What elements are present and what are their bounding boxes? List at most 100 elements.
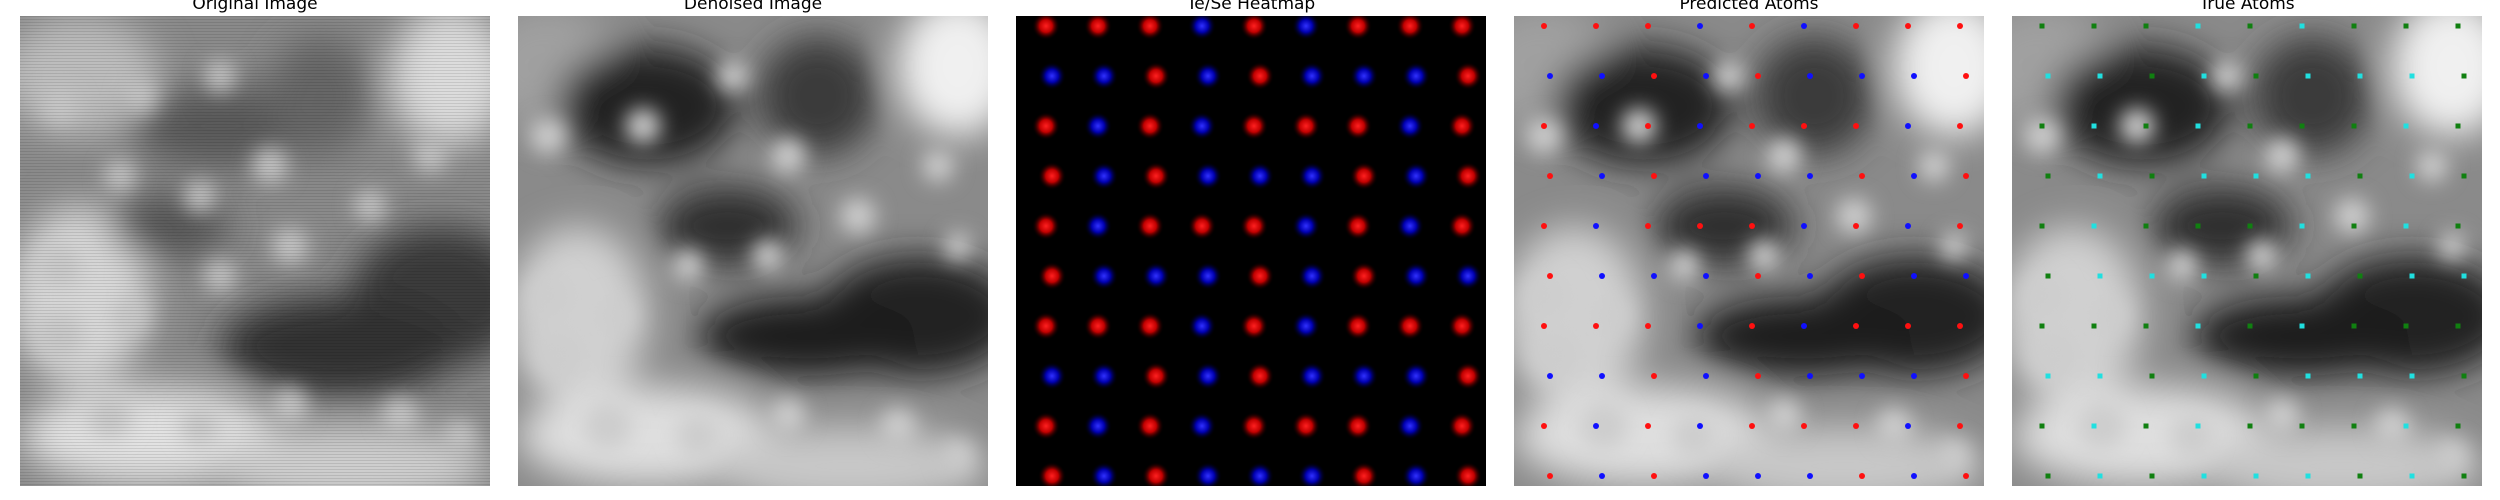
predicted-atom-red [1853,123,1859,129]
heatmap-se-spot [1194,262,1222,290]
heatmap-se-spot [1194,162,1222,190]
heatmap-se-spot [1142,262,1170,290]
true-atom-cyan [2253,173,2259,179]
true-atom-green [2455,23,2461,29]
predicted-atom-blue [1703,73,1709,79]
heatmap-se-spot [1396,112,1424,140]
heatmap-te-spot [1038,162,1066,190]
true-atom-cyan [2357,73,2363,79]
predicted-atom-red [1853,423,1859,429]
panel-title-predicted: Predicted Atoms [1679,0,1819,14]
heatmap-te-spot [1240,312,1268,340]
predicted-atom-blue [1547,373,1553,379]
predicted-atom-red [1541,323,1547,329]
predicted-atom-red [1541,23,1547,29]
true-atom-green [2039,323,2045,329]
predicted-atom-red [1541,123,1547,129]
true-atom-green [2351,23,2357,29]
predicted-atom-red [1749,23,1755,29]
predicted-atom-red [1651,173,1657,179]
true-atom-green [2247,123,2253,129]
true-atom-cyan [2195,123,2201,129]
heatmap-te-spot [1454,462,1482,486]
heatmap-panel [1016,16,1486,486]
predicted-atom-blue [1599,73,1605,79]
original-image-panel [20,16,490,486]
predicted-atom-blue [1807,373,1813,379]
true-atom-green [2247,323,2253,329]
true-atom-green [2455,423,2461,429]
predicted-atom-blue [1547,73,1553,79]
predicted-atom-blue [1755,473,1761,479]
heatmap-te-spot [1344,412,1372,440]
predicted-atom-blue [1963,273,1969,279]
heatmap-te-spot [1448,312,1476,340]
heatmap-se-spot [1292,16,1320,40]
predicted-atom-red [1755,73,1761,79]
true-atom-green [2143,323,2149,329]
true-atom-green [2039,223,2045,229]
heatmap-se-spot [1084,412,1112,440]
predicted-atom-blue [1807,473,1813,479]
predicted-atom-blue [1859,73,1865,79]
predicted-atom-red [1801,423,1807,429]
heatmap-se-spot [1402,262,1430,290]
heatmap-te-spot [1038,262,1066,290]
heatmap-te-spot [1240,212,1268,240]
true-atom-cyan [2403,123,2409,129]
predicted-atoms-image [1514,16,1984,486]
true-atom-green [2149,173,2155,179]
true-atom-cyan [2201,373,2207,379]
true-atom-green [2351,223,2357,229]
heatmap-te-spot [1454,62,1482,90]
predicted-atom-red [1541,223,1547,229]
true-atoms-panel [2012,16,2482,486]
heatmap-te-spot [1350,262,1378,290]
heatmap-te-spot [1032,212,1060,240]
heatmap-te-spot [1032,112,1060,140]
predicted-atom-blue [1697,323,1703,329]
predicted-atom-red [1957,423,1963,429]
heatmap-se-spot [1246,162,1274,190]
heatmap-se-spot [1350,362,1378,390]
predicted-atom-blue [1905,423,1911,429]
heatmap-se-spot [1090,362,1118,390]
original-image [20,16,490,486]
predicted-atom-red [1749,323,1755,329]
predicted-atom-blue [1911,273,1917,279]
predicted-atom-blue [1905,123,1911,129]
panel-title-true: True Atoms [2199,0,2295,14]
true-atom-cyan [2091,223,2097,229]
predicted-atom-red [1547,273,1553,279]
heatmap-se-spot [1402,162,1430,190]
predicted-atom-red [1697,223,1703,229]
heatmap-te-spot [1350,462,1378,486]
predicted-atom-red [1963,173,1969,179]
predicted-atom-red [1957,123,1963,129]
true-atom-green [2143,23,2149,29]
true-atom-cyan [2201,73,2207,79]
predicted-atom-red [1645,23,1651,29]
true-atom-cyan [2045,373,2051,379]
heatmap-te-spot [1136,312,1164,340]
true-atoms-image [2012,16,2482,486]
predicted-atom-blue [1697,123,1703,129]
heatmap-se-spot [1292,312,1320,340]
true-atom-cyan [2403,223,2409,229]
heatmap-se-spot [1090,162,1118,190]
predicted-atom-blue [1801,223,1807,229]
true-atom-green [2299,423,2305,429]
panel-title-heatmap: Te/Se Heatmap [1186,0,1316,14]
true-atom-green [2351,423,2357,429]
heatmap-se-spot [1298,62,1326,90]
panel-title-original: Original Image [192,0,318,14]
heatmap-te-spot [1032,312,1060,340]
predicted-atom-blue [1599,173,1605,179]
true-atom-cyan [2305,173,2311,179]
true-atom-green [2455,323,2461,329]
heatmap-se-spot [1292,212,1320,240]
heatmap-se-spot [1188,112,1216,140]
predicted-atom-red [1651,73,1657,79]
true-atom-cyan [2045,73,2051,79]
true-atom-green [2039,123,2045,129]
